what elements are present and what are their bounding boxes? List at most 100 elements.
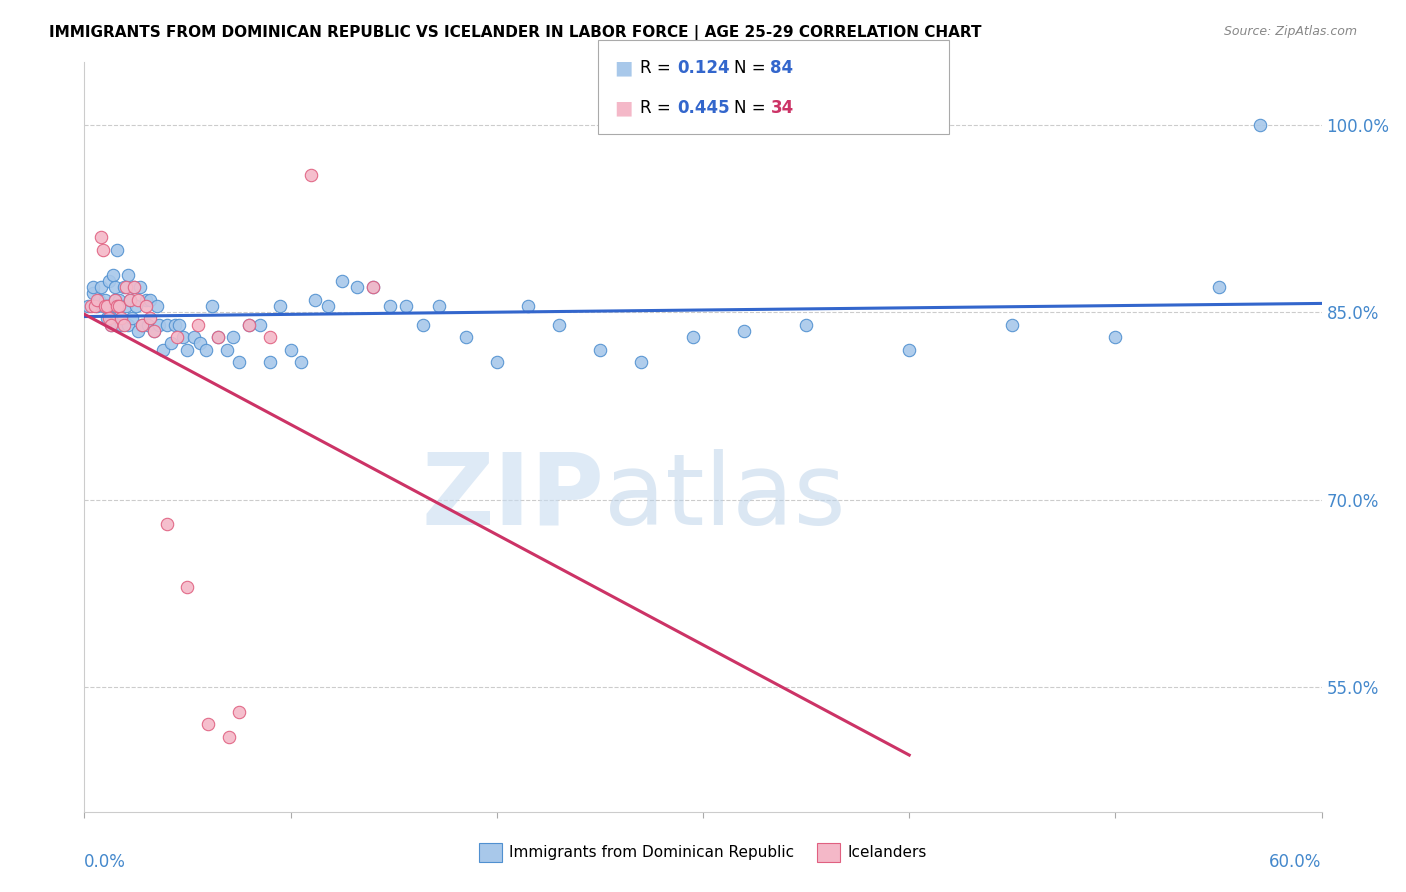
Point [361,280,384,294]
Point [218,730,240,744]
Point [83,299,105,313]
Point [79,299,101,313]
Point [330,274,353,288]
Point [201,299,224,313]
Point [96,311,118,326]
Point [1104,330,1126,344]
Point [103,268,125,282]
Point [105,243,128,257]
Point [269,299,291,313]
Point [122,280,145,294]
Point [108,299,131,313]
Text: Source: ZipAtlas.com: Source: ZipAtlas.com [1223,25,1357,38]
Point [898,343,921,357]
Point [378,299,401,313]
Point [188,336,211,351]
Point [136,318,159,332]
Text: 0.124: 0.124 [678,60,730,78]
Point [135,293,157,307]
Point [139,311,162,326]
Point [90,280,112,294]
Point [135,299,157,313]
Text: R =: R = [640,99,676,117]
Point [195,343,218,357]
Point [114,280,136,294]
Point [110,311,132,326]
Point [96,299,118,313]
Point [105,299,128,313]
Point [110,318,132,332]
Point [148,318,170,332]
Point [112,318,135,332]
Point [91,299,114,313]
Point [98,299,121,313]
Point [131,318,153,332]
Point [105,318,128,332]
Point [259,355,281,369]
Point [98,311,121,326]
Point [249,318,271,332]
Point [82,280,104,294]
Point [127,293,149,307]
Point [125,299,148,313]
Point [485,355,508,369]
Point [630,355,652,369]
Text: atlas: atlas [605,449,845,546]
Point [118,293,141,307]
Point [86,299,108,313]
Point [121,311,143,326]
Point [100,318,122,332]
Point [427,299,450,313]
Text: 0.445: 0.445 [678,99,730,117]
Legend: Immigrants from Dominican Republic, Icelanders: Immigrants from Dominican Republic, Icel… [472,837,934,868]
Point [139,293,162,307]
Text: 34: 34 [770,99,794,117]
Point [156,517,179,532]
Point [215,343,238,357]
Point [122,280,145,294]
Point [114,299,136,313]
Point [82,286,104,301]
Text: 60.0%: 60.0% [1270,853,1322,871]
Point [346,280,368,294]
Point [299,168,322,182]
Point [1249,118,1271,132]
Point [131,318,153,332]
Point [108,293,131,307]
Point [395,299,418,313]
Point [794,318,817,332]
Point [187,318,209,332]
Point [682,330,704,344]
Text: N =: N = [734,99,770,117]
Point [104,293,127,307]
Point [1208,280,1230,294]
Point [167,318,190,332]
Text: ■: ■ [614,99,633,118]
Point [129,280,152,294]
Point [207,330,229,344]
Point [176,580,198,594]
Text: 0.0%: 0.0% [84,853,127,871]
Point [90,230,112,244]
Point [228,705,250,719]
Point [290,355,312,369]
Text: IMMIGRANTS FROM DOMINICAN REPUBLIC VS ICELANDER IN LABOR FORCE | AGE 25-29 CORRE: IMMIGRANTS FROM DOMINICAN REPUBLIC VS IC… [49,25,981,41]
Point [197,717,219,731]
Point [589,343,612,357]
Text: ZIP: ZIP [422,449,605,546]
Point [145,299,167,313]
Point [207,330,229,344]
Point [91,243,114,257]
Point [547,318,569,332]
Point [117,268,139,282]
Text: ■: ■ [614,59,633,78]
Point [516,299,538,313]
Point [94,293,117,307]
Point [104,299,127,313]
Point [733,324,755,338]
Point [412,318,434,332]
Point [96,299,118,313]
Point [176,343,198,357]
Point [94,299,117,313]
Point [280,343,302,357]
